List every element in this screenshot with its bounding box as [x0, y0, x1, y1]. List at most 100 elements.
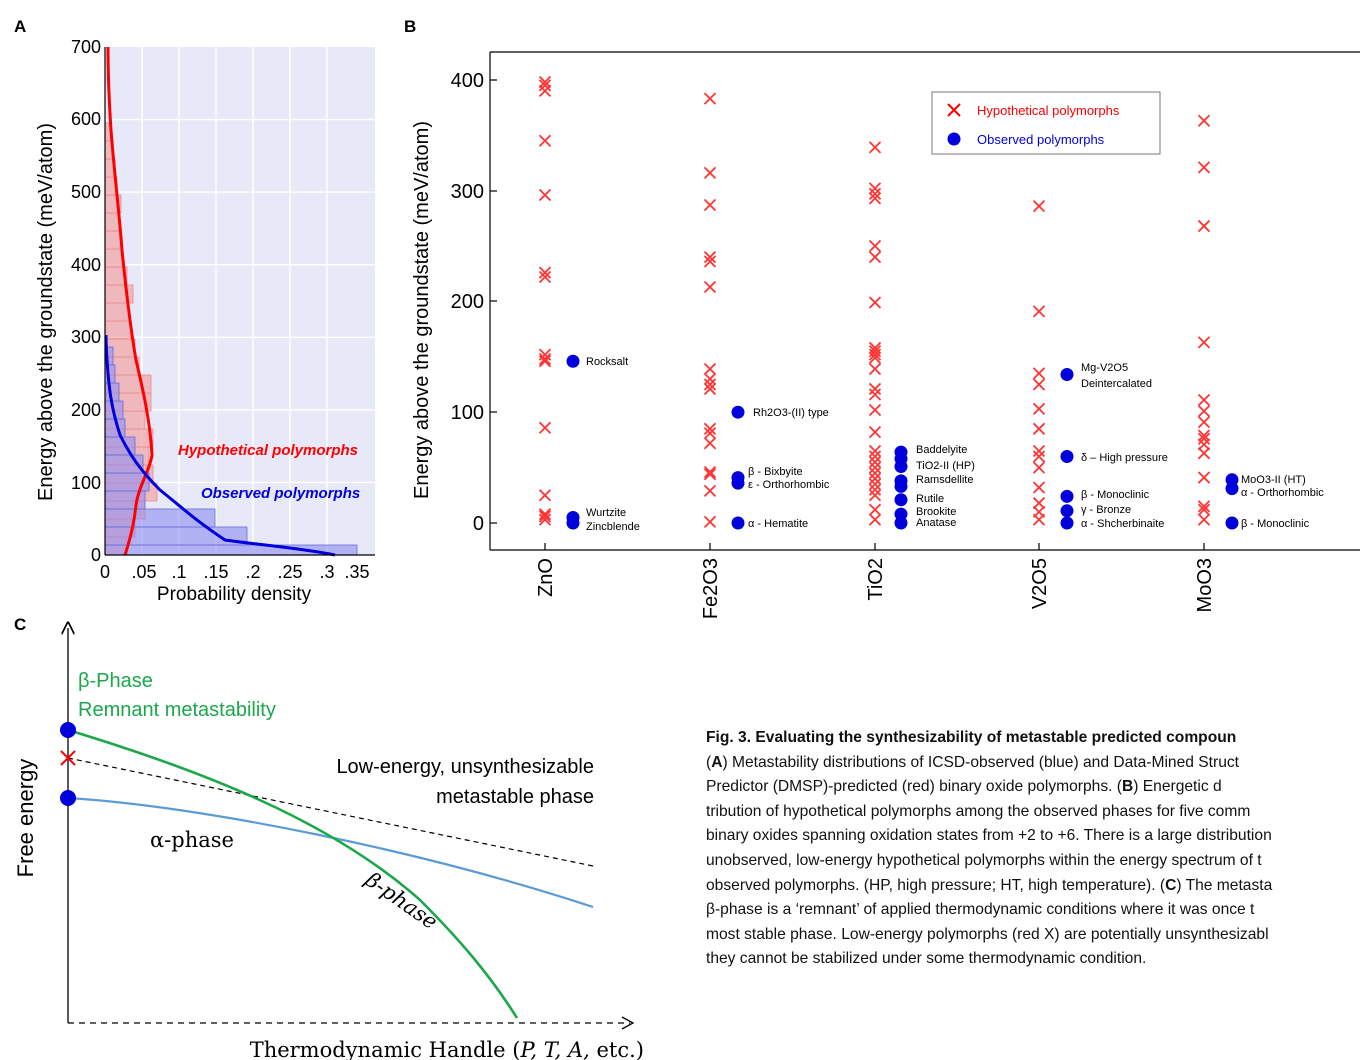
panel-a-y-ticks: 0 100 200 300 400 500 600 700 [71, 37, 101, 565]
hyp-polymorph-cross [703, 422, 717, 435]
beta-phase-title: β-Phase [78, 670, 153, 692]
hyp-polymorph-cross [868, 348, 882, 361]
hyp-polymorph-cross [868, 187, 882, 201]
panel-a-y-axis-label: Energy above the groundstate (meV/atom) [35, 123, 57, 501]
tick-label: 400 [71, 255, 101, 275]
alpha-phase-curve [67, 796, 594, 909]
polymorph-label: Ramsdellite [916, 474, 973, 486]
hyp-polymorph-cross [703, 198, 717, 212]
hyp-polymorph-cross [1197, 114, 1211, 127]
hyp-polymorph-cross [538, 84, 552, 98]
hyp-polymorph-cross [538, 489, 552, 502]
obs-polymorph-dot [1060, 504, 1074, 518]
hyp-polymorph-cross [1032, 378, 1046, 391]
hyp-polymorph-cross [703, 280, 717, 294]
panel-b-x-ticks: ZnO Fe2O3 TiO2 V2O5 MoO3 [535, 558, 1216, 619]
tick-label: .2 [245, 562, 260, 582]
tick-label: 500 [71, 182, 101, 202]
axis-label-variables: P, T, A, [519, 1038, 589, 1060]
hyp-polymorph-cross [1032, 422, 1046, 435]
hyp-polymorph-cross [703, 166, 717, 180]
free-energy-axis-label: Free energy [13, 759, 38, 878]
alpha-state-marker [60, 790, 76, 806]
beta-phase-label: β-phase [360, 867, 442, 934]
polymorph-label: Zincblende [586, 521, 640, 533]
hyp-polymorph-cross [703, 378, 717, 391]
obs-polymorph-dot [894, 459, 908, 473]
hyp-polymorph-cross [1032, 450, 1046, 463]
hyp-polymorph-cross [703, 250, 717, 264]
hyp-polymorph-cross [868, 250, 882, 264]
hyp-polymorph-cross [868, 513, 882, 526]
panel-b-y-axis-label: Energy above the groundstate (meV/atom) [411, 121, 433, 499]
polymorph-label: β - Monoclinic [1241, 518, 1310, 530]
obs-dots [566, 354, 1239, 530]
polymorph-label: α - Orthorhombic [1241, 487, 1324, 499]
obs-polymorph-dot [566, 354, 580, 368]
polymorph-label: ε - Orthorhombic [748, 479, 830, 491]
panel-b-polymorph-labels: Rocksalt Wurtzite Zincblende Rh2O3-(II) … [586, 356, 1324, 533]
hyp-polymorph-cross [868, 426, 882, 439]
hyp-polymorph-cross [868, 478, 882, 491]
tick-label: 100 [451, 402, 484, 424]
polymorph-label: δ – High pressure [1081, 452, 1168, 464]
tick-label: .25 [277, 562, 302, 582]
hyp-polymorph-cross [1197, 471, 1211, 484]
figure-caption: Fig. 3. Evaluating the synthesizability … [706, 729, 1273, 968]
tick-label: .15 [203, 562, 228, 582]
obs-polymorph-dot [1060, 450, 1074, 464]
thermodynamic-handle-axis-label: Thermodynamic Handle (P, T, A, etc.) [250, 1038, 644, 1060]
remnant-metastability-label: Remnant metastability [78, 699, 276, 721]
hyp-polymorph-cross [868, 467, 882, 480]
tick-label: 700 [71, 37, 101, 57]
polymorph-label: γ - Bronze [1081, 504, 1131, 516]
hyp-polymorph-cross [538, 134, 552, 147]
polymorph-label: Mg-V2O5 [1081, 362, 1128, 374]
tick-label: Fe2O3 [700, 558, 722, 619]
hyp-polymorph-cross [1032, 199, 1046, 213]
hyp-polymorph-cross [868, 182, 882, 195]
hyp-polymorph-cross [1197, 432, 1211, 445]
hyp-polymorph-cross [868, 461, 882, 474]
hyp-polymorph-cross [1197, 336, 1211, 349]
obs-polymorph-dot [731, 516, 745, 530]
hyp-polymorph-cross [703, 382, 717, 396]
polymorph-label: MoO3-II (HT) [1241, 474, 1306, 486]
polymorph-label: α - Shcherbinaite [1081, 518, 1164, 530]
polymorph-label: Anatase [916, 517, 956, 529]
y-tick-marks [490, 79, 1205, 550]
hyp-polymorph-cross [868, 483, 882, 496]
hyp-polymorph-cross [868, 472, 882, 485]
hyp-polymorph-cross [868, 141, 882, 154]
hyp-polymorph-cross [538, 188, 552, 202]
polymorph-label: Deintercalated [1081, 378, 1152, 390]
tick-label: 300 [71, 327, 101, 347]
obs-polymorph-dot [1225, 516, 1239, 530]
hyp-polymorph-cross [1032, 402, 1046, 416]
low-energy-label-1: Low-energy, unsynthesizable [336, 756, 594, 778]
tick-label: .3 [319, 562, 334, 582]
hyp-polymorph-cross [868, 192, 882, 205]
hyp-polymorph-cross [538, 270, 552, 284]
hyp-density-curve [106, 46, 154, 556]
legend-dot-icon [947, 132, 961, 146]
hyp-polymorph-cross [538, 510, 552, 523]
polymorph-label: β - Monoclinic [1081, 489, 1150, 501]
panel-b-y-ticks: 0 100 200 300 400 [451, 70, 484, 535]
hyp-polymorph-cross [1197, 416, 1211, 429]
hyp-polymorph-cross [703, 484, 717, 498]
hyp-polymorph-cross [868, 388, 882, 401]
obs-polymorph-dot [894, 493, 908, 507]
hyp-polymorph-cross [1197, 393, 1211, 407]
tick-label: TiO2 [865, 558, 887, 601]
hyp-polymorph-cross [703, 255, 717, 268]
hyp-polymorph-cross [1032, 305, 1046, 318]
polymorph-label: α - Hematite [748, 518, 808, 530]
obs-polymorph-dot [1060, 489, 1074, 503]
axis-label-part: etc.) [590, 1038, 644, 1060]
tick-label: 400 [451, 70, 484, 92]
hyp-polymorph-cross [1197, 513, 1211, 526]
legend-hyp-label: Hypothetical polymorphs [977, 103, 1120, 118]
panel-a-x-ticks: 0 .05 .1 .15 .2 .25 .3 .35 [100, 562, 370, 582]
